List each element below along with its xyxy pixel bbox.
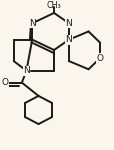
Text: N: N: [65, 35, 72, 44]
Text: O: O: [1, 78, 8, 87]
Text: O: O: [1, 78, 8, 87]
Text: CH₃: CH₃: [46, 1, 61, 10]
Text: N: N: [23, 66, 30, 75]
Text: O: O: [96, 54, 103, 63]
Text: N: N: [65, 19, 72, 28]
Text: N: N: [29, 19, 35, 28]
